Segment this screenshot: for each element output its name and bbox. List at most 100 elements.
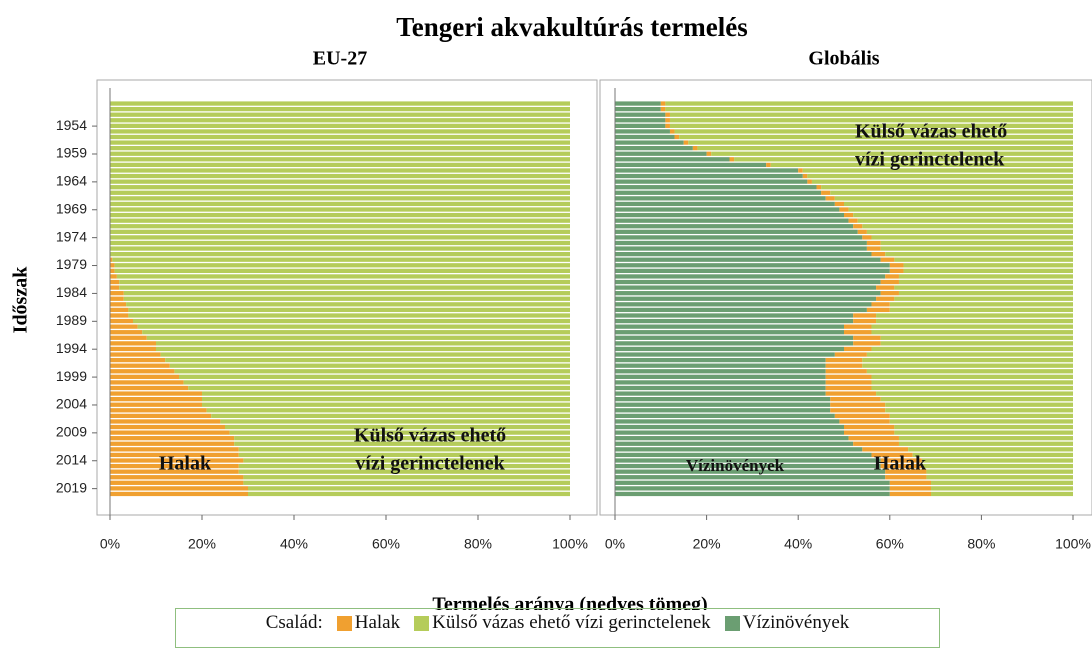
legend-label: Külső vázas ehető vízi gerinctelenek (432, 612, 711, 633)
bar-segment (110, 436, 235, 441)
bar-segment (862, 235, 872, 240)
bar-segment (110, 363, 170, 368)
x-axis-label: Termelés aránya (nedves tömeg) (432, 594, 707, 610)
bar-segment (110, 441, 235, 446)
y-tick-label: 1969 (56, 200, 87, 216)
bar-segment (669, 123, 1073, 128)
bar-segment (615, 408, 831, 413)
annotation: Halak (159, 453, 212, 475)
bar-segment (615, 229, 858, 234)
bar-segment (802, 173, 808, 179)
bar-segment (711, 151, 1073, 156)
bar-segment (110, 475, 244, 480)
bar-segment (844, 346, 872, 352)
bar-segment (248, 491, 570, 497)
bar-segment (825, 374, 872, 379)
bar-segment (110, 224, 570, 229)
bar-segment (889, 480, 932, 485)
bar-segment (174, 369, 570, 374)
bar-segment (866, 240, 881, 246)
bar-segment (615, 263, 890, 268)
bar-segment (766, 162, 771, 168)
bar-segment (110, 246, 570, 251)
bar-segment (880, 291, 899, 296)
bar-segment (615, 151, 707, 156)
bar-segment (615, 491, 890, 497)
legend-swatch (414, 615, 430, 631)
bar-segment (903, 263, 1073, 268)
bar-segment (110, 480, 244, 485)
bar-segment (615, 246, 867, 251)
bar-segment (615, 463, 881, 469)
bar-segment (830, 402, 886, 407)
bar-segment (880, 463, 922, 469)
bar-segment (660, 106, 666, 112)
bar-segment (615, 224, 854, 229)
bar-segment (110, 140, 570, 145)
bar-segment (665, 106, 1073, 112)
bar-segment (110, 185, 570, 190)
bar-segment (615, 162, 767, 168)
bar-segment (615, 106, 661, 112)
bar-segment (110, 257, 113, 262)
bar-segment (615, 134, 675, 140)
bar-segment (889, 491, 932, 497)
bar-segment (825, 363, 863, 368)
bar-segment (853, 441, 899, 446)
bar-segment (615, 123, 666, 128)
panel-title: Globális (808, 48, 879, 70)
bar-segment (110, 430, 230, 435)
x-tick-label: 60% (876, 536, 904, 552)
bar-segment (110, 374, 179, 379)
bar-segment (110, 134, 570, 140)
bar-segment (110, 335, 147, 340)
bar-segment (880, 240, 1073, 246)
bar-segment (112, 257, 571, 262)
bar-segment (615, 380, 826, 385)
x-tick-label: 0% (605, 536, 625, 552)
bar-segment (137, 324, 570, 329)
bar-segment (615, 430, 844, 435)
bar-segment (889, 268, 904, 274)
bar-segment (834, 352, 867, 357)
bar-segment (110, 397, 202, 402)
bar-segment (912, 452, 1073, 458)
y-tick-label: 1984 (56, 284, 87, 300)
bar-segment (243, 480, 570, 485)
bar-segment (110, 179, 570, 184)
bar-segment (615, 469, 886, 474)
y-axis-label: Időszak (10, 266, 32, 334)
bar-segment (615, 307, 867, 313)
legend-label: Vízinövények (742, 612, 850, 633)
bar-segment (857, 218, 1073, 223)
bar-segment (880, 246, 1073, 251)
bar-segment (110, 291, 124, 296)
bar-segment (834, 196, 1073, 201)
bar-segment (931, 480, 1073, 485)
bar-segment (615, 218, 849, 223)
bar-segment (615, 397, 831, 402)
bar-segment (238, 469, 571, 474)
annotation: Halak (874, 453, 927, 475)
bar-segment (234, 436, 570, 441)
bar-segment (821, 185, 1073, 190)
bar-segment (110, 491, 248, 497)
bar-segment (830, 397, 881, 402)
bar-segment (871, 235, 1073, 240)
bar-segment (156, 341, 570, 346)
bar-segment (615, 251, 872, 257)
bar-segment (926, 475, 1073, 480)
bar-segment (615, 168, 799, 173)
y-tick-label: 2004 (56, 396, 87, 412)
bar-segment (615, 101, 661, 106)
bar-segment (123, 291, 571, 296)
bar-segment (615, 274, 886, 279)
annotation: Külső vázas ehető (354, 425, 506, 447)
bar-segment (866, 246, 881, 251)
y-tick-label: 2014 (56, 451, 87, 467)
bar-segment (885, 408, 1073, 413)
annotation: vízi gerinctelenek (355, 453, 505, 475)
bar-segment (931, 486, 1073, 491)
bar-segment (885, 475, 927, 480)
bar-segment (615, 257, 881, 262)
